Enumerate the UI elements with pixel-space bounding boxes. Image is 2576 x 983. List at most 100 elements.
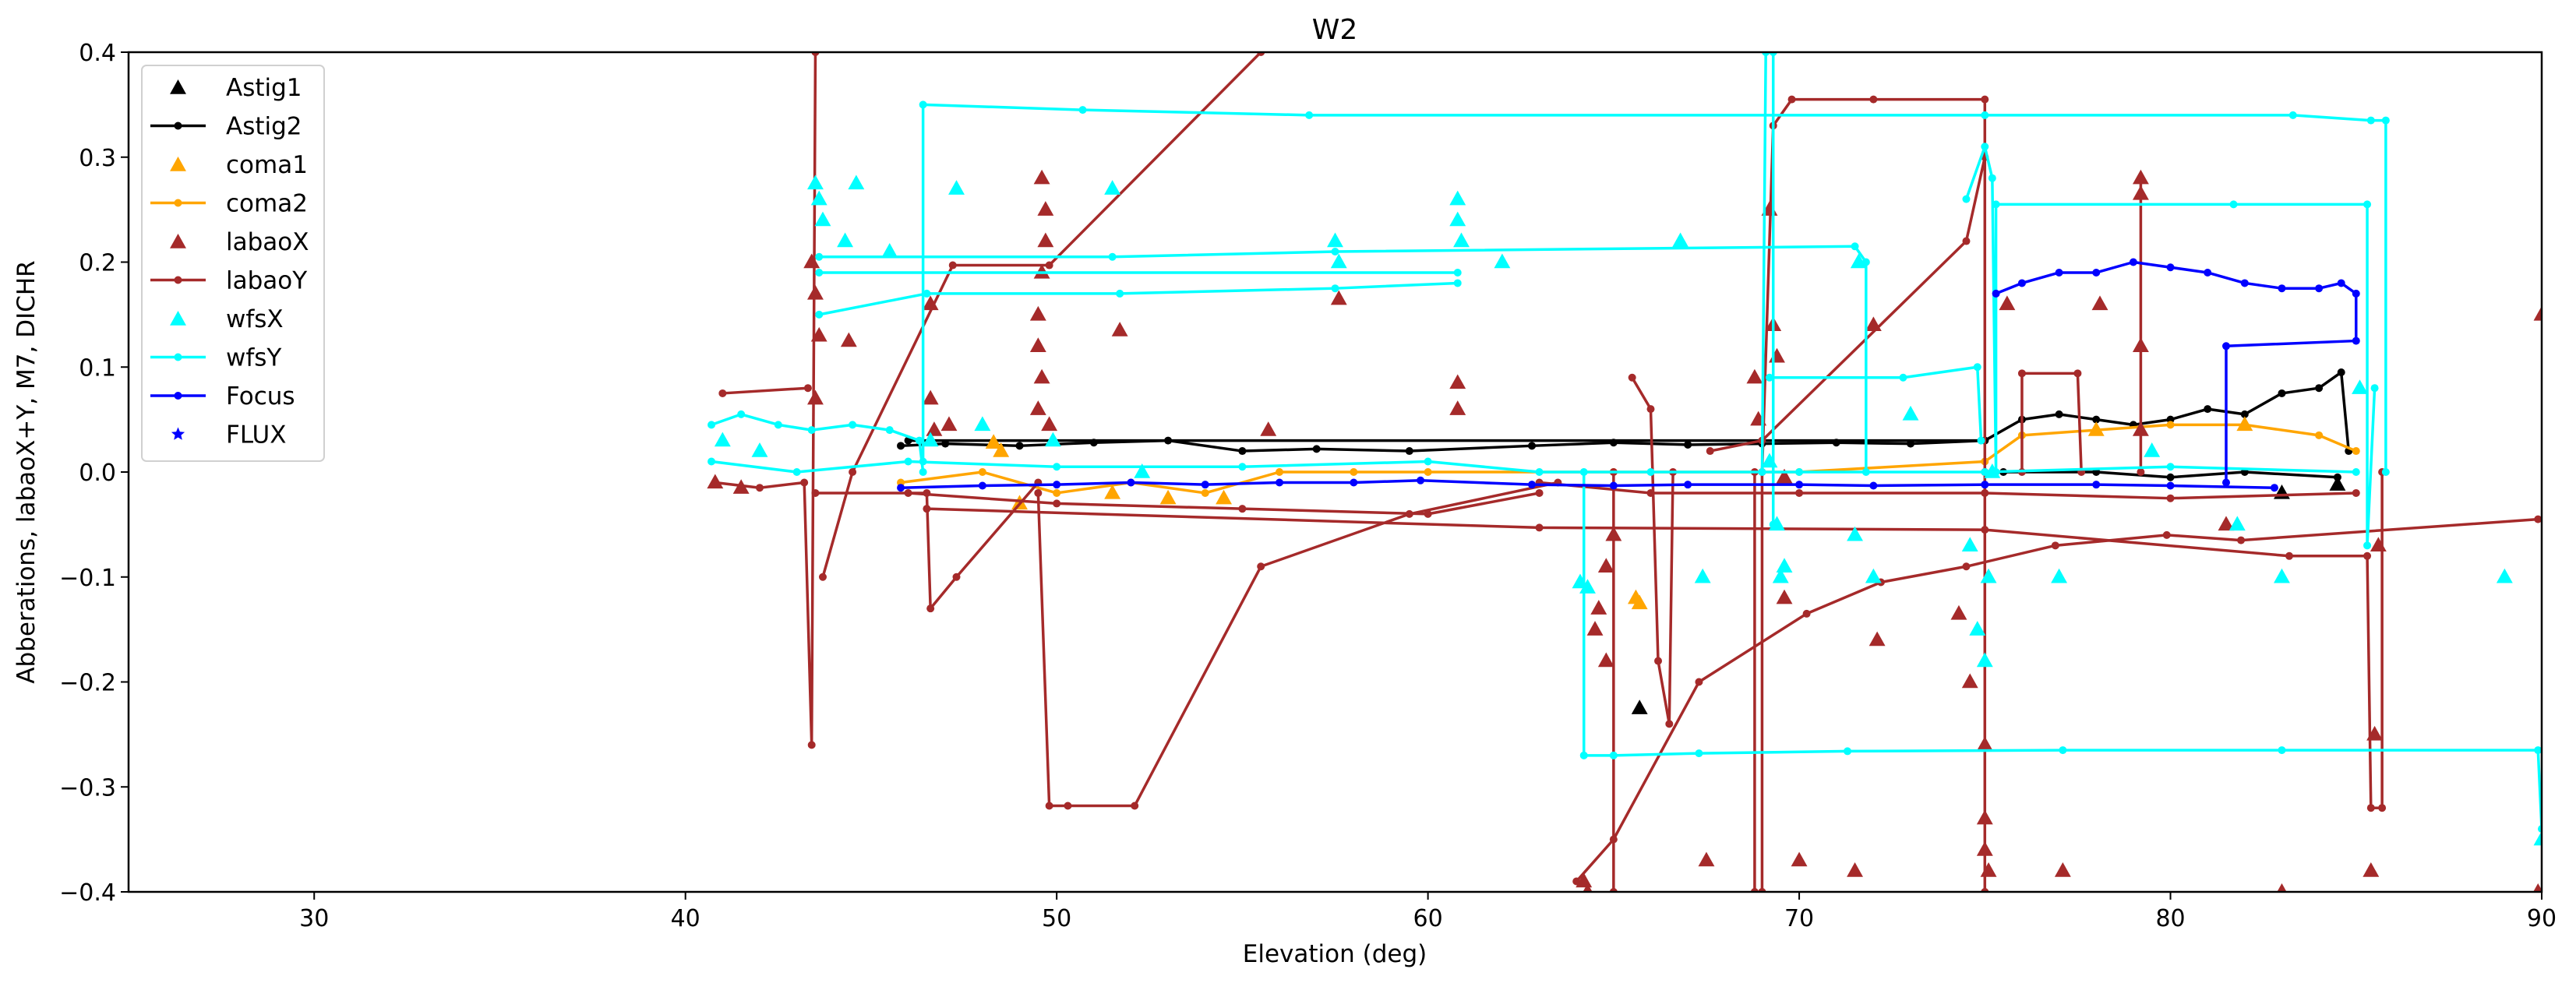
astig2-point	[2204, 405, 2212, 414]
wfsy-point	[919, 468, 927, 476]
wfsy-point	[2381, 116, 2390, 125]
labaoy-point	[2352, 488, 2360, 497]
wfsy-point	[815, 268, 824, 277]
wfsx-point	[1134, 463, 1151, 478]
labaox-point	[1033, 368, 1050, 384]
legend-label: wfsX	[226, 305, 284, 333]
astig2-point	[1238, 447, 1247, 456]
x-tick-label: 40	[671, 905, 700, 932]
labaoy-point	[1665, 720, 1674, 728]
labaoy-line	[1539, 481, 2356, 500]
labaoy-point	[952, 573, 961, 581]
astig2-point	[2240, 410, 2249, 418]
labaoy-point	[818, 573, 827, 581]
coma2-point	[1350, 468, 1358, 476]
astig2-point	[1015, 442, 1024, 450]
legend-triangle-swatch	[170, 79, 186, 94]
labaox-point	[1976, 841, 1993, 856]
labaoy-point	[904, 488, 912, 497]
labaox-point	[2132, 169, 2149, 185]
wfsy-point	[1899, 373, 1907, 382]
labaoy-point	[1535, 523, 1544, 532]
wfsy-point	[923, 289, 931, 298]
labaox-point	[1698, 851, 1715, 867]
labaox-point	[2533, 883, 2542, 892]
wfsy-point	[1331, 248, 1339, 256]
labaoy-point	[2285, 551, 2294, 560]
wfsy-point	[1695, 749, 1703, 758]
labaox-point	[1847, 862, 1863, 877]
focus-point	[978, 481, 986, 490]
wfsy-line	[819, 245, 1868, 472]
wfsx-point	[1761, 453, 1778, 468]
legend-label: coma2	[226, 190, 308, 218]
labaoy-point	[1238, 505, 1247, 513]
labaox-point	[1330, 290, 1347, 305]
astig1-point	[2329, 476, 2346, 491]
wfsy-point	[1305, 111, 1314, 119]
wfsy-point	[1078, 106, 1087, 115]
labaox-point	[2370, 537, 2387, 552]
coma1-point	[1631, 594, 1648, 610]
coma2-point	[1276, 468, 1284, 476]
focus-point	[2337, 279, 2345, 287]
wfsx-point	[1327, 232, 1343, 248]
wfsy-point	[2278, 746, 2286, 755]
coma2-point	[2315, 431, 2324, 439]
focus-point	[2222, 478, 2231, 487]
focus-point	[1350, 478, 1358, 487]
focus-point	[2129, 258, 2137, 266]
legend-item-flux: FLUX	[171, 421, 287, 449]
coma1-point	[1104, 484, 1121, 499]
labaoy-point	[2051, 541, 2059, 550]
astig2-point	[1405, 447, 1413, 456]
wfsx-point	[922, 432, 939, 447]
labaox-point	[2218, 516, 2235, 531]
astig1-point	[1631, 699, 1648, 714]
labaox-point	[2132, 421, 2149, 436]
labaoy-line	[2020, 372, 2083, 473]
astig2-point	[1528, 442, 1537, 450]
focus-point	[897, 484, 905, 492]
focus-point	[1053, 481, 1061, 489]
labaox-point	[1999, 295, 2016, 311]
series-focus	[897, 258, 2360, 492]
coma1-point	[985, 434, 1002, 449]
labaox-point	[2132, 337, 2149, 352]
legend-item-coma2: coma2	[150, 190, 308, 218]
focus-point	[1276, 478, 1284, 487]
labaox-point	[1037, 232, 1054, 248]
labaox-point	[732, 479, 750, 494]
wfsx-point	[2228, 516, 2246, 531]
legend-item-astig2: Astig2	[150, 113, 302, 141]
labaox-point	[1033, 169, 1050, 185]
y-tick-label: −0.2	[59, 670, 116, 697]
wfsy-point	[1108, 252, 1117, 261]
labaoy-point	[1981, 95, 1989, 104]
focus-point	[1417, 476, 1425, 484]
focus-point	[2240, 279, 2249, 287]
focus-point	[1127, 478, 1135, 487]
wfsx-point	[714, 432, 731, 447]
wfsy-point	[807, 426, 816, 435]
wfsy-point	[1579, 751, 1588, 759]
wfsy-line	[711, 460, 2356, 474]
labaox-point	[2366, 725, 2384, 741]
focus-point	[1992, 289, 2000, 298]
focus-point	[2222, 342, 2231, 351]
labaoy-point	[1646, 488, 1655, 497]
labaox-point	[810, 326, 827, 342]
labaox-point	[1961, 673, 1978, 689]
wfsx-point	[1572, 573, 1589, 589]
coma1-point	[1216, 489, 1233, 505]
labaox-point	[1260, 421, 1277, 436]
wfsy-point	[904, 457, 912, 466]
x-tick-label: 90	[2527, 905, 2557, 932]
labaoy-point	[2366, 804, 2375, 812]
legend-item-focus: Focus	[150, 382, 295, 410]
focus-point	[1684, 481, 1692, 489]
y-tick-label: 0.0	[79, 460, 116, 487]
x-tick-label: 60	[1413, 905, 1443, 932]
labaox-point	[840, 332, 857, 347]
wfsy-point	[1424, 457, 1432, 466]
